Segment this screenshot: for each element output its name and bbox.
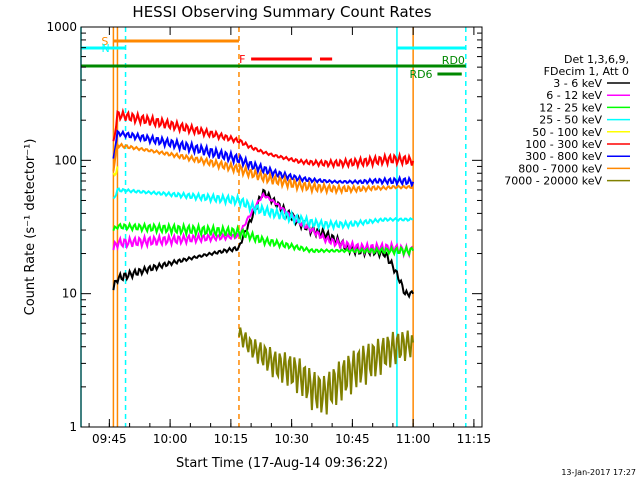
plot-frame [80, 26, 483, 428]
legend-label-4: 50 - 100 keV [532, 126, 602, 139]
series-line-5 [112, 107, 415, 171]
legend-header-0: Det 1,3,6,9, [564, 53, 629, 66]
x-tick-label-2: 10:15 [214, 432, 249, 446]
series-line-2 [112, 221, 415, 258]
legend-header-1: FDecim 1, Att 0 [544, 65, 629, 78]
legend-label-5: 100 - 300 keV [525, 138, 602, 151]
flag-label-rd6-6: RD6 [409, 68, 432, 81]
flag-label-s-0: S [101, 35, 108, 48]
x-tick-label-5: 11:00 [396, 432, 431, 446]
flag-label-rd0-5: RD0 [442, 54, 465, 67]
series-line-6 [112, 129, 415, 189]
y-tick-label-0: 1 [69, 420, 77, 434]
x-tick-label-4: 10:45 [335, 432, 370, 446]
flag-label-n-1: N [102, 42, 110, 55]
x-axis-label: Start Time (17-Aug-14 09:36:22) [176, 456, 388, 471]
chart-title: HESSI Observing Summary Count Rates [132, 3, 431, 21]
x-axis-ticks: 09:45 10:00 10:15 10:30 10:45 11:00 11:15 [88, 27, 492, 446]
y-tick-label-1: 10 [62, 287, 77, 301]
x-tick-label-3: 10:30 [274, 432, 309, 446]
y-axis-label: Count Rate (s⁻¹ detector⁻¹) [23, 139, 38, 316]
y-axis-ticks: 1 10 100 1000 [46, 20, 482, 434]
series-lines [112, 107, 415, 415]
x-tick-label-1: 10:00 [153, 432, 188, 446]
flag-bars: SN F RD0 RD6 [81, 35, 466, 81]
legend-label-3: 25 - 50 keV [539, 114, 602, 127]
y-tick-label-3: 1000 [46, 20, 77, 34]
series-line-3 [112, 187, 414, 232]
series-line-8 [238, 327, 415, 415]
series-line-4 [112, 166, 119, 177]
y-tick-label-2: 100 [54, 153, 77, 167]
timestamp-stamp: 13-Jan-2017 17:27 [561, 468, 636, 477]
series-line-7 [112, 141, 414, 196]
legend-label-1: 6 - 12 keV [546, 89, 602, 102]
legend-label-2: 12 - 25 keV [539, 101, 602, 114]
legend-label-8: 7000 - 20000 keV [504, 175, 602, 188]
legend-label-6: 300 - 800 keV [525, 150, 602, 163]
flag-label-f-3: F [239, 53, 245, 66]
x-tick-label-0: 09:45 [92, 432, 127, 446]
series-line-1 [112, 191, 415, 259]
x-tick-label-6: 11:15 [457, 432, 492, 446]
legend-label-0: 3 - 6 keV [553, 77, 602, 90]
legend-label-7: 800 - 7000 keV [518, 162, 602, 175]
